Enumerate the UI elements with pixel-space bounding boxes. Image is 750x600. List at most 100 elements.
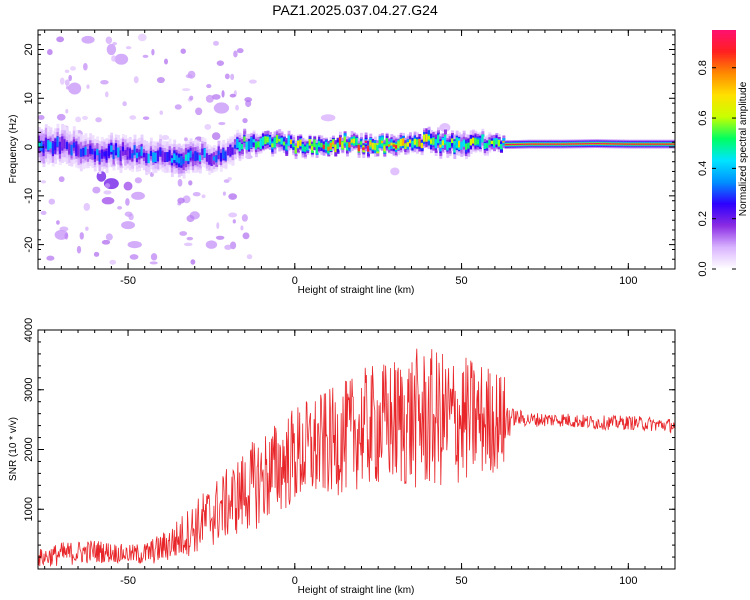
spectrogram-cell: [285, 144, 289, 150]
spectrogram-cell: [170, 158, 174, 163]
spectrogram-noise: [174, 104, 182, 110]
spectrogram-cell: [198, 155, 202, 162]
spectrogram-cell: [126, 150, 130, 157]
spectrogram-cell: [630, 143, 634, 145]
spectrogram-cell: [502, 140, 506, 143]
spectrogram-frame: [37, 29, 676, 270]
spectrogram-cell: [142, 152, 146, 158]
spectrogram-cell: [313, 139, 317, 148]
spectrogram-cell: [268, 138, 272, 143]
spectrogram-cell: [668, 143, 672, 145]
colorbar-ticks: 0.0 0.2 0.4 0.6 0.8: [697, 60, 736, 277]
spectrogram-cell: [390, 142, 394, 146]
colorbar-tick-label: 0.4: [697, 161, 709, 176]
spectrogram-cell: [432, 137, 436, 145]
spectrogram-cell: [406, 142, 410, 147]
spectrogram-cell: [411, 140, 415, 148]
spectrogram-noise: [69, 66, 76, 71]
spectrogram-cell: [156, 150, 160, 162]
spectrogram-noise: [103, 190, 112, 195]
spectrogram-cell: [635, 143, 639, 145]
spectrogram-cell: [663, 143, 667, 145]
spectrogram-y-ticks: -20 -10 0 10 20: [23, 34, 675, 270]
spectrogram-cell: [236, 138, 240, 148]
spectrogram-cell: [93, 151, 97, 160]
spectrogram-cell: [350, 139, 354, 143]
spectrogram-heatmap: [38, 33, 675, 265]
spectrogram-blob: [101, 197, 115, 205]
spectrogram-cell: [82, 147, 86, 157]
spectrogram-cell: [404, 143, 408, 150]
spectrogram-noise: [125, 46, 132, 50]
spectrogram-cell: [600, 143, 604, 145]
spectrogram-noise: [47, 49, 53, 56]
spectrogram-cell: [607, 143, 611, 145]
spectrogram-cell: [497, 139, 501, 147]
spectrogram-cell: [458, 140, 461, 148]
y-tick-label: 0: [23, 144, 35, 150]
spectrogram-cell: [182, 158, 186, 164]
spectrogram-cell: [233, 144, 237, 149]
spectrogram-cell: [493, 140, 496, 146]
spectrogram-cell: [54, 141, 58, 151]
spectrogram-noise: [142, 116, 150, 120]
spectrogram-cell: [551, 143, 555, 145]
spectrogram-noise: [228, 212, 238, 218]
spectrogram-noise: [241, 214, 248, 222]
spectrogram-cell: [49, 141, 53, 149]
spectrogram-noise: [137, 33, 147, 42]
spectrogram-cell: [231, 147, 235, 155]
spectrogram-cell: [75, 144, 79, 153]
spectrogram-noise: [204, 124, 212, 130]
spectrogram-cell: [626, 143, 630, 145]
spectrogram-noise: [222, 191, 226, 196]
spectrogram-cell: [58, 144, 62, 151]
spectrogram-cell: [310, 146, 314, 151]
spectrogram-cell: [397, 141, 401, 149]
spectrogram-cell: [329, 142, 333, 150]
spectrogram-cell: [467, 142, 471, 149]
spectrogram-cell: [460, 141, 464, 150]
spectrogram-cell: [212, 156, 216, 161]
spectrogram-noise: [129, 254, 139, 260]
spectrogram-cell: [661, 143, 665, 145]
spectrogram-noise: [190, 259, 196, 265]
spectrogram-cell: [453, 144, 457, 149]
spectrogram-cell: [623, 143, 627, 145]
spectrogram-cell: [469, 138, 473, 146]
spectrogram-cell: [392, 144, 396, 147]
x-tick-label: -50: [120, 275, 136, 287]
spectrogram-cell: [619, 143, 623, 145]
spectrogram-cell: [446, 142, 450, 150]
spectrogram-cell: [665, 143, 669, 145]
x-tick-label: -50: [120, 575, 136, 587]
spectrogram-noise: [235, 104, 239, 111]
spectrogram-cell: [166, 152, 170, 162]
spectrogram-cell: [355, 137, 359, 146]
spectrogram-noise: [128, 213, 134, 221]
spectrogram-cell: [441, 140, 445, 146]
spectrogram-cell: [672, 143, 675, 145]
spectrogram-cell: [479, 140, 482, 144]
spectrogram-cell: [434, 139, 438, 148]
spectrogram-cell: [308, 139, 312, 146]
spectrogram-cell: [394, 145, 398, 149]
spectrogram-noise: [183, 137, 188, 142]
spectrogram-noise: [216, 60, 225, 67]
spectrogram-noise: [92, 186, 101, 194]
spectrogram-cell: [128, 148, 132, 159]
spectrogram-cell: [595, 143, 599, 145]
spectrogram-cell: [205, 154, 209, 161]
spectrogram-noise: [215, 235, 225, 240]
spectrogram-cell: [542, 143, 545, 145]
spectrogram-cell: [401, 138, 405, 146]
spectrogram-noise: [242, 117, 248, 124]
spectrogram-cell: [658, 143, 662, 145]
spectrogram-cell: [191, 154, 195, 160]
spectrogram-noise: [185, 74, 193, 79]
spectrogram-cell: [649, 143, 653, 145]
spectrogram-cell: [495, 138, 499, 144]
spectrogram-cell: [238, 142, 242, 152]
spectrogram-noise: [59, 77, 65, 85]
spectrogram-cell: [299, 139, 303, 146]
